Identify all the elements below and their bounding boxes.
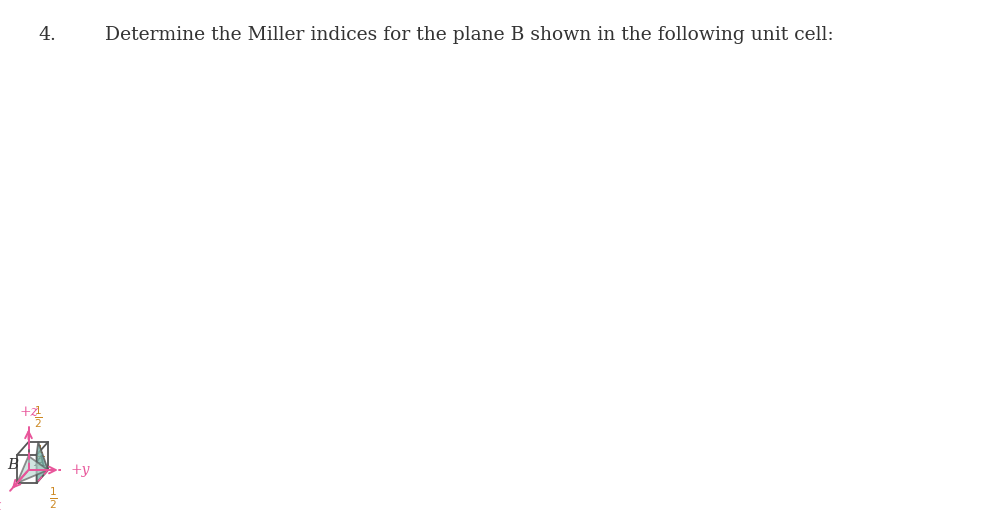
Text: $\frac{1}{2}$: $\frac{1}{2}$ [34,405,43,430]
Text: +y: +y [71,463,90,477]
Text: A: A [35,456,46,470]
Polygon shape [37,442,48,483]
Text: B: B [8,458,19,472]
Polygon shape [17,456,48,483]
Text: +z: +z [19,405,38,418]
Text: Determine the Miller indices for the plane B shown in the following unit cell:: Determine the Miller indices for the pla… [105,26,834,44]
Text: $\frac{1}{2}$: $\frac{1}{2}$ [49,485,58,510]
Text: 4.: 4. [38,26,56,44]
Text: $\frac{1}{2}$: $\frac{1}{2}$ [36,443,45,469]
Text: +x: +x [0,499,2,513]
